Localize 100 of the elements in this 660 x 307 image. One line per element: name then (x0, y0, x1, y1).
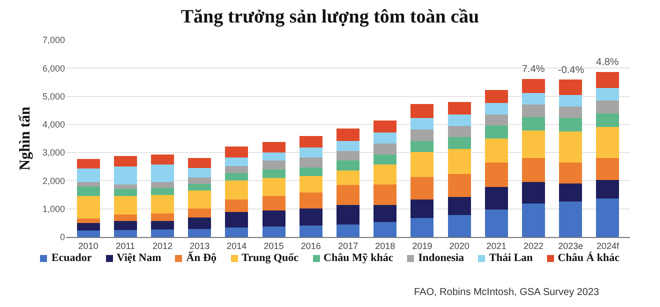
bar (336, 160, 360, 171)
bar (150, 188, 174, 196)
bar (225, 166, 248, 173)
legend-label: Trung Quốc (242, 252, 299, 264)
annotation: -0.4% (558, 65, 584, 76)
bar (484, 187, 508, 210)
bar (484, 209, 508, 237)
bar (596, 198, 620, 237)
x-tick-label: 2016 (300, 240, 321, 251)
bar (225, 146, 248, 158)
bar (225, 227, 248, 237)
bar (188, 190, 212, 208)
bar (150, 164, 174, 182)
bar (114, 221, 137, 230)
bar (299, 192, 322, 209)
bar (448, 114, 471, 126)
bar (596, 72, 620, 88)
bar (374, 222, 397, 237)
annotation: 4.8% (596, 57, 619, 68)
bar (114, 230, 137, 237)
bar (336, 224, 360, 237)
y-tick-label: 4,000 (42, 120, 65, 130)
x-tick-label: 2013 (190, 240, 210, 251)
bar (559, 162, 582, 184)
bar (522, 78, 546, 94)
bar (76, 222, 100, 231)
legend-label: Ấn Độ (186, 252, 217, 264)
bar (374, 164, 397, 184)
bar (188, 217, 212, 229)
bar (484, 125, 508, 138)
x-tick-label: 2024f (596, 240, 620, 251)
bar (262, 226, 286, 237)
bar (336, 204, 360, 224)
bar (150, 182, 174, 188)
bar (262, 210, 286, 226)
x-tick-label: 2021 (486, 240, 506, 251)
bar (225, 157, 248, 166)
bar (262, 160, 286, 170)
chart-title: Tăng trưởng sản lượng tôm toàn cầu (180, 6, 480, 28)
bar (299, 136, 322, 148)
bar (114, 184, 137, 190)
legend-label: Việt Nam (116, 252, 162, 264)
x-tick-label: 2019 (412, 240, 432, 251)
bar (559, 80, 582, 96)
bar (188, 228, 212, 237)
bar (448, 126, 471, 137)
bar (76, 168, 100, 182)
bar (336, 128, 360, 142)
bar (114, 166, 137, 184)
x-tick-label: 2018 (375, 240, 396, 251)
bar (559, 95, 582, 106)
bar (596, 126, 620, 158)
bar (262, 196, 286, 210)
x-tick-label: 2022 (524, 240, 544, 251)
bar (225, 212, 248, 228)
bar (410, 118, 434, 130)
bar (448, 215, 471, 237)
bar (484, 103, 508, 114)
bar (299, 176, 322, 193)
bar (559, 118, 582, 132)
bar (410, 200, 434, 218)
bar (114, 156, 137, 167)
bar (596, 158, 620, 180)
bar (559, 184, 582, 202)
bar (336, 170, 360, 186)
bar (225, 200, 248, 212)
bar (262, 142, 286, 153)
bar (76, 182, 100, 186)
x-tick-label: 2020 (449, 240, 470, 251)
bar (76, 159, 100, 169)
bar (559, 106, 582, 118)
bar (76, 230, 100, 237)
bar (522, 104, 546, 118)
annotation: 7.4% (522, 64, 545, 75)
bar (262, 152, 286, 160)
bar (150, 221, 174, 230)
bar (299, 157, 322, 168)
bar (76, 186, 100, 196)
bar (410, 104, 434, 118)
bar (225, 180, 248, 200)
bar (596, 114, 620, 127)
bar (336, 150, 360, 161)
y-tick-label: 3,000 (42, 148, 65, 158)
bar (410, 141, 434, 152)
bar (410, 129, 434, 142)
bar (596, 88, 620, 101)
bar (484, 114, 508, 126)
bar (484, 90, 508, 104)
bar (410, 218, 434, 237)
bar (374, 204, 397, 222)
bar (188, 178, 212, 184)
bar (336, 185, 360, 205)
bar (374, 132, 397, 144)
bar (188, 158, 212, 168)
bar (559, 131, 582, 162)
y-tick-label: 6,000 (42, 63, 65, 74)
text: FAO, Robins McIntosh, GSA Survey 2023 (414, 287, 600, 298)
legend-label: Thái Lan (489, 252, 533, 264)
bar (448, 102, 471, 115)
bar (114, 196, 137, 214)
